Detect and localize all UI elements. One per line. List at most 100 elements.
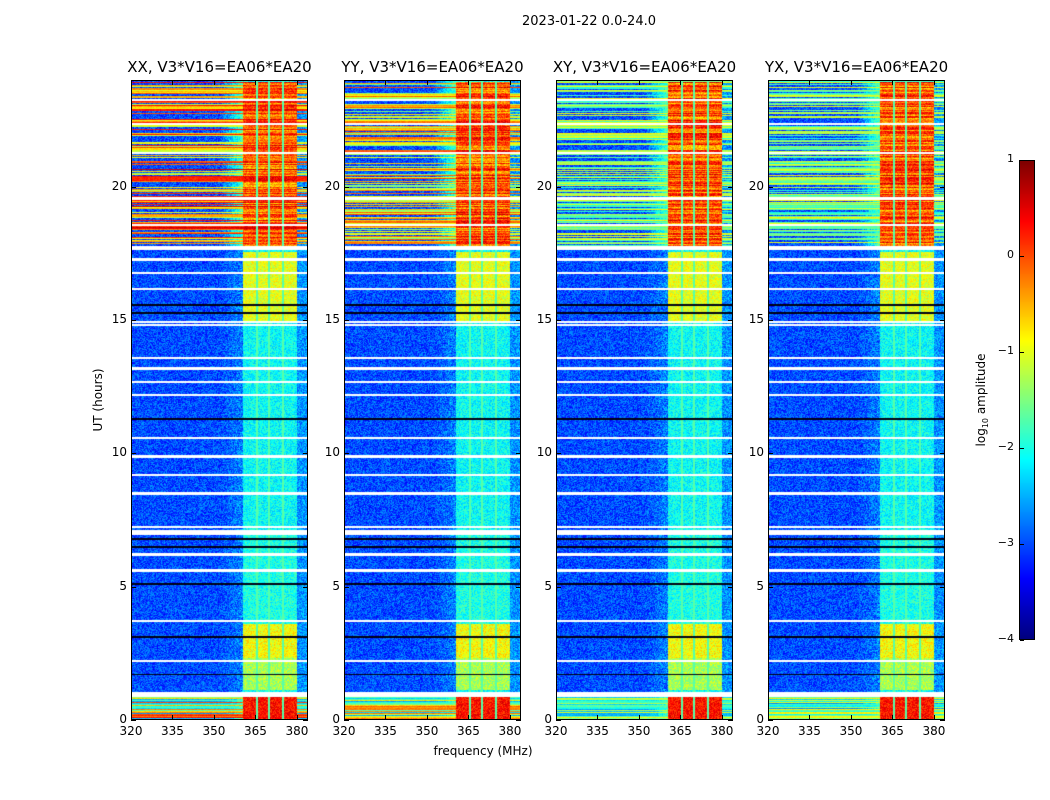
- y-tick-mark: [344, 586, 349, 588]
- x-tick-mark: [426, 715, 428, 720]
- x-tick-mark: [892, 715, 894, 720]
- y-tick-label: 20: [324, 178, 340, 193]
- y-tick-mark: [556, 320, 561, 321]
- y-tick-mark: [728, 320, 733, 321]
- y-tick-mark: [768, 586, 773, 588]
- heatmap-image: [132, 81, 307, 719]
- x-tick-label: 320: [756, 724, 780, 738]
- x-tick-mark: [768, 715, 769, 720]
- x-tick-label: 320: [119, 724, 143, 738]
- colorbar-tick-mark: [1020, 544, 1024, 545]
- colorbar: [1019, 160, 1035, 640]
- y-tick-mark: [131, 586, 136, 588]
- x-tick-mark: [638, 715, 640, 720]
- x-tick-mark: [213, 715, 215, 720]
- y-tick-label: 10: [324, 445, 340, 460]
- x-tick-label: 350: [202, 724, 226, 738]
- x-tick-label: 365: [669, 724, 692, 738]
- x-tick-mark: [172, 80, 174, 85]
- x-tick-mark: [680, 80, 682, 85]
- y-tick-mark: [728, 453, 733, 455]
- y-tick-mark: [344, 453, 349, 455]
- x-tick-mark: [131, 80, 132, 85]
- y-tick-mark: [131, 453, 136, 455]
- x-tick-mark: [850, 80, 852, 85]
- y-tick-mark: [131, 186, 136, 188]
- y-tick-mark: [303, 320, 308, 321]
- x-tick-mark: [597, 715, 599, 720]
- y-tick-label: 5: [756, 578, 764, 593]
- x-tick-label: 380: [922, 724, 946, 738]
- y-tick-mark: [516, 586, 521, 588]
- colorbar-label-log: log: [973, 428, 988, 447]
- x-tick-label: 380: [285, 724, 309, 738]
- x-tick-mark: [172, 715, 174, 720]
- x-tick-label: 320: [544, 724, 568, 738]
- colorbar-gradient: [1020, 161, 1034, 639]
- y-tick-mark: [728, 586, 733, 588]
- y-tick-mark: [303, 453, 308, 455]
- x-tick-label: 335: [586, 724, 609, 738]
- colorbar-tick-mark: [1020, 640, 1024, 641]
- y-tick-label: 10: [748, 445, 764, 460]
- x-tick-mark: [638, 80, 640, 85]
- y-tick-mark: [556, 720, 561, 721]
- x-tick-label: 350: [839, 724, 863, 738]
- x-axis-label: frequency (MHz): [433, 744, 533, 758]
- y-tick-label: 15: [536, 312, 552, 326]
- spectrogram-panel: [344, 80, 521, 720]
- x-tick-mark: [509, 715, 511, 720]
- colorbar-tick-mark: [1020, 256, 1024, 257]
- y-tick-label: 15: [111, 312, 127, 326]
- y-tick-mark: [516, 720, 521, 721]
- y-tick-mark: [768, 320, 773, 321]
- x-tick-mark: [468, 715, 470, 720]
- x-tick-mark: [385, 715, 387, 720]
- x-tick-mark: [933, 80, 935, 85]
- y-tick-label: 20: [748, 178, 764, 193]
- y-tick-label: 15: [748, 312, 764, 326]
- x-tick-label: 320: [332, 724, 356, 738]
- x-tick-mark: [768, 80, 769, 85]
- y-tick-mark: [303, 186, 308, 188]
- y-tick-mark: [768, 453, 773, 455]
- x-tick-mark: [597, 80, 599, 85]
- y-tick-label: 20: [536, 178, 552, 193]
- x-tick-mark: [344, 80, 345, 85]
- x-tick-mark: [468, 80, 470, 85]
- x-tick-mark: [255, 715, 257, 720]
- y-tick-mark: [940, 586, 945, 588]
- y-tick-mark: [516, 320, 521, 321]
- colorbar-tick-mark: [1020, 160, 1024, 161]
- x-tick-label: 335: [374, 724, 397, 738]
- x-tick-mark: [933, 715, 935, 720]
- y-tick-mark: [344, 720, 349, 721]
- x-tick-mark: [509, 80, 511, 85]
- x-tick-mark: [131, 715, 132, 720]
- y-tick-mark: [940, 720, 945, 721]
- y-tick-label: 5: [119, 578, 127, 593]
- y-tick-mark: [728, 720, 733, 721]
- x-tick-label: 335: [161, 724, 184, 738]
- y-tick-label: 5: [332, 578, 340, 593]
- y-tick-mark: [940, 320, 945, 321]
- x-tick-label: 365: [244, 724, 267, 738]
- y-tick-label: 0: [119, 712, 127, 726]
- heatmap-image: [345, 81, 520, 719]
- x-tick-mark: [385, 80, 387, 85]
- x-tick-mark: [556, 80, 557, 85]
- panel-title: XY, V3*V16=EA06*EA20: [552, 58, 737, 76]
- y-tick-label: 20: [111, 178, 127, 193]
- x-tick-mark: [721, 80, 723, 85]
- y-tick-mark: [556, 586, 561, 588]
- y-tick-label: 5: [544, 578, 552, 593]
- x-tick-label: 335: [798, 724, 821, 738]
- y-tick-mark: [516, 453, 521, 455]
- spectrogram-panel: [768, 80, 945, 720]
- panel-title: XX, V3*V16=EA06*EA20: [127, 58, 312, 76]
- x-tick-mark: [721, 715, 723, 720]
- x-tick-mark: [426, 80, 428, 85]
- y-tick-label: 10: [111, 445, 127, 460]
- y-tick-label: 0: [332, 712, 340, 726]
- panel-title: YY, V3*V16=EA06*EA20: [341, 58, 524, 76]
